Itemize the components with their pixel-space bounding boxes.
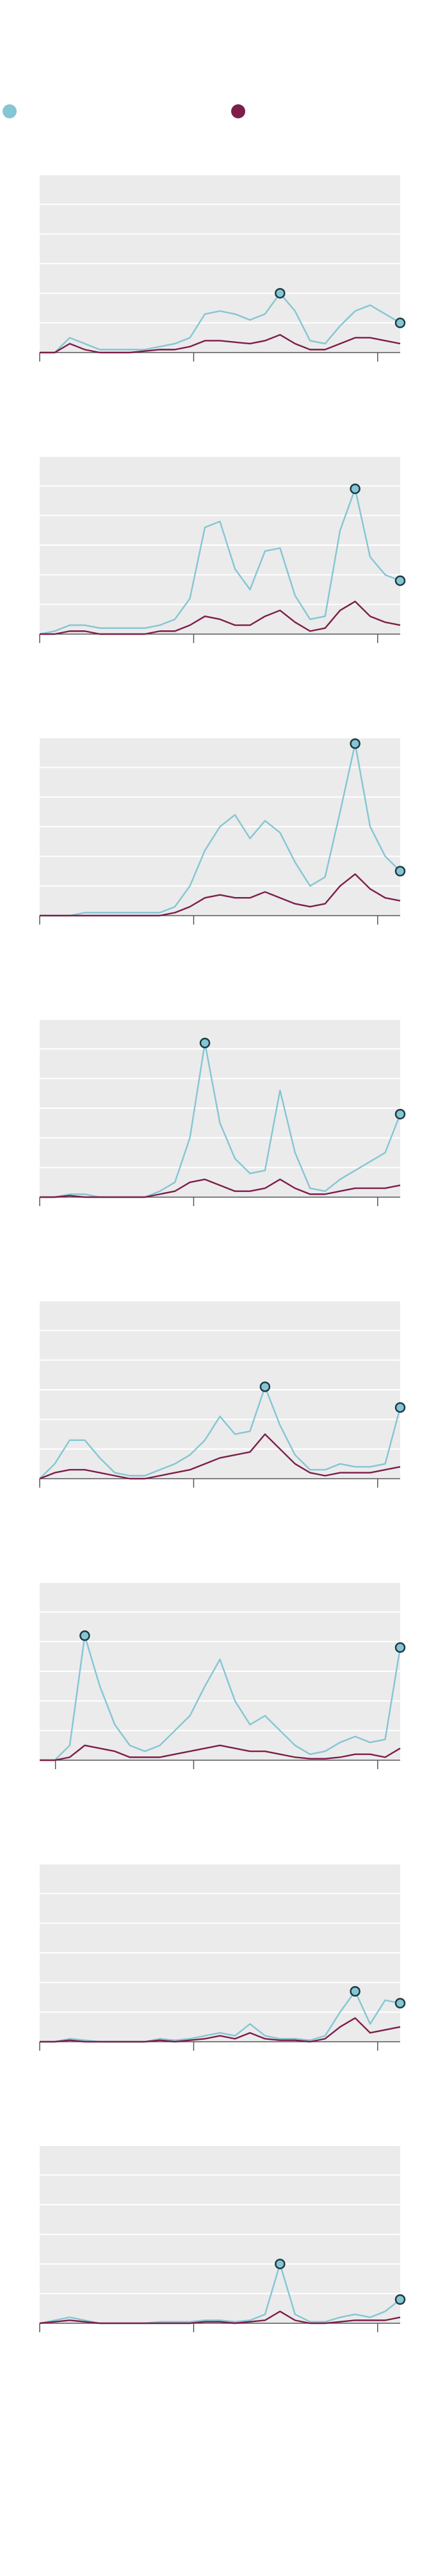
series-line: [40, 334, 401, 354]
series-line: [40, 600, 401, 635]
highlight-marker: [350, 1985, 360, 1997]
highlight-marker: [394, 1109, 406, 1120]
series-line: [40, 1744, 401, 1761]
series-line: [39, 1386, 401, 1479]
series-line: [39, 488, 401, 635]
highlight-marker: [275, 288, 286, 299]
highlight-marker: [79, 1630, 90, 1641]
highlight-marker: [275, 2259, 286, 2270]
highlight-marker: [350, 483, 360, 495]
highlight-marker: [394, 866, 406, 877]
series-line: [40, 1179, 401, 1198]
legend-swatch: [231, 104, 245, 118]
highlight-marker: [259, 1381, 271, 1392]
highlight-marker: [394, 575, 406, 586]
series-line: [40, 1635, 401, 1761]
series-line: [40, 743, 401, 917]
legend-swatch: [3, 104, 17, 118]
series-line: [40, 873, 401, 917]
highlight-marker: [394, 2294, 406, 2305]
highlight-marker: [394, 1402, 406, 1413]
highlight-marker: [350, 738, 360, 749]
series-line: [39, 1433, 401, 1480]
series-line: [40, 292, 401, 354]
series-line: [39, 2310, 401, 2325]
highlight-marker: [394, 317, 406, 328]
highlight-marker: [394, 1642, 406, 1653]
highlight-marker: [199, 1037, 211, 1049]
highlight-marker: [394, 1998, 406, 2009]
series-line: [40, 2017, 401, 2043]
